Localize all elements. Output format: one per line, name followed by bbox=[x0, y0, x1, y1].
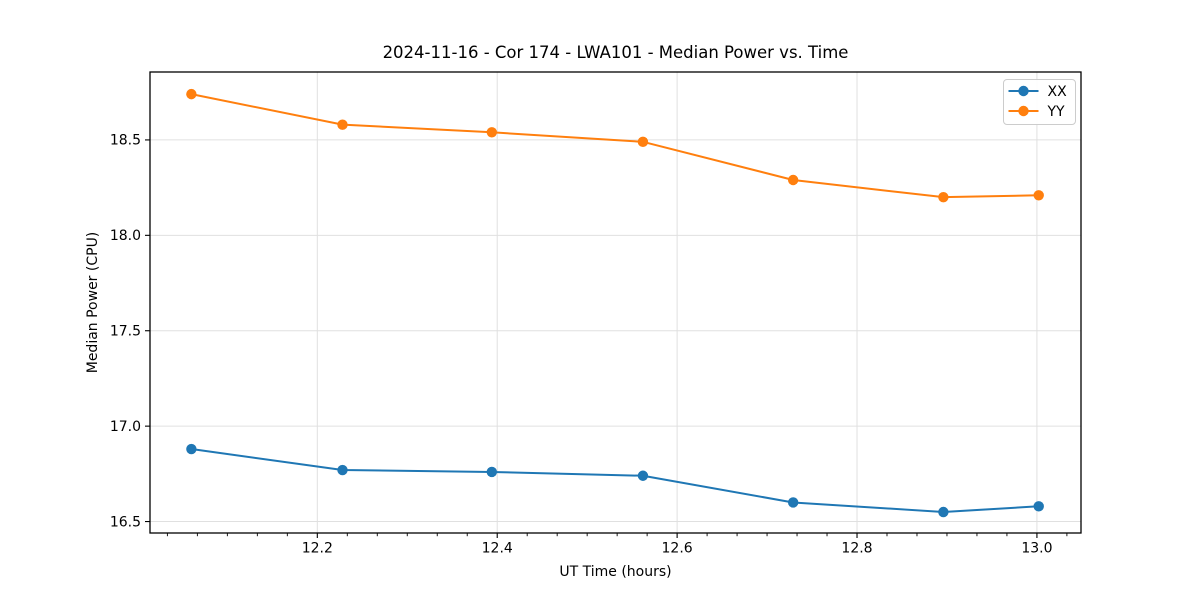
data-point-YY bbox=[938, 191, 949, 203]
data-point-YY bbox=[186, 88, 197, 100]
data-point-XX bbox=[787, 497, 799, 508]
data-point-XX bbox=[337, 464, 348, 476]
x-tick-label: 13.0 bbox=[1021, 541, 1052, 557]
data-point-YY bbox=[1033, 190, 1044, 201]
data-point-XX bbox=[938, 506, 949, 518]
grid-layer bbox=[150, 72, 1081, 533]
y-tick-label: 17.5 bbox=[110, 324, 141, 340]
series-layer bbox=[186, 88, 1044, 518]
axes-layer: 12.2 12.4 12.6 12.8 13.0 16.5 17.0 17.5 18.0 18.5 bbox=[110, 133, 1068, 557]
x-axis-label: UT Time (hours) bbox=[559, 564, 671, 580]
series-line-XX bbox=[190, 448, 1040, 514]
chart-title: 2024-11-16 - Cor 174 - LWA101 - Median P… bbox=[383, 43, 849, 62]
legend-marker bbox=[1018, 85, 1029, 97]
series-line-YY bbox=[190, 93, 1040, 199]
y-tick-label: 18.0 bbox=[110, 228, 141, 244]
x-tick-label: 12.8 bbox=[841, 541, 872, 557]
data-point-YY bbox=[637, 136, 649, 148]
x-tick-label: 12.4 bbox=[482, 541, 513, 557]
plot-border bbox=[149, 71, 1082, 534]
y-axis-label: Median Power (CPU) bbox=[85, 232, 101, 374]
data-point-XX bbox=[186, 443, 197, 455]
legend: XX YY bbox=[1003, 79, 1076, 125]
legend-label: YY bbox=[1047, 104, 1066, 120]
y-tick-label: 16.5 bbox=[110, 514, 141, 530]
x-tick-label: 12.2 bbox=[302, 541, 333, 557]
data-point-YY bbox=[787, 174, 799, 186]
data-point-XX bbox=[486, 466, 498, 478]
spine-layer bbox=[149, 71, 1082, 534]
y-tick-label: 17.0 bbox=[110, 419, 141, 435]
data-point-XX bbox=[637, 470, 649, 481]
y-tick-label: 18.5 bbox=[110, 133, 141, 149]
data-point-YY bbox=[337, 119, 348, 130]
data-point-YY bbox=[486, 127, 498, 138]
x-tick-label: 12.6 bbox=[662, 541, 693, 557]
legend-marker bbox=[1018, 105, 1029, 117]
legend-label: XX bbox=[1048, 84, 1068, 100]
data-point-XX bbox=[1033, 501, 1044, 512]
